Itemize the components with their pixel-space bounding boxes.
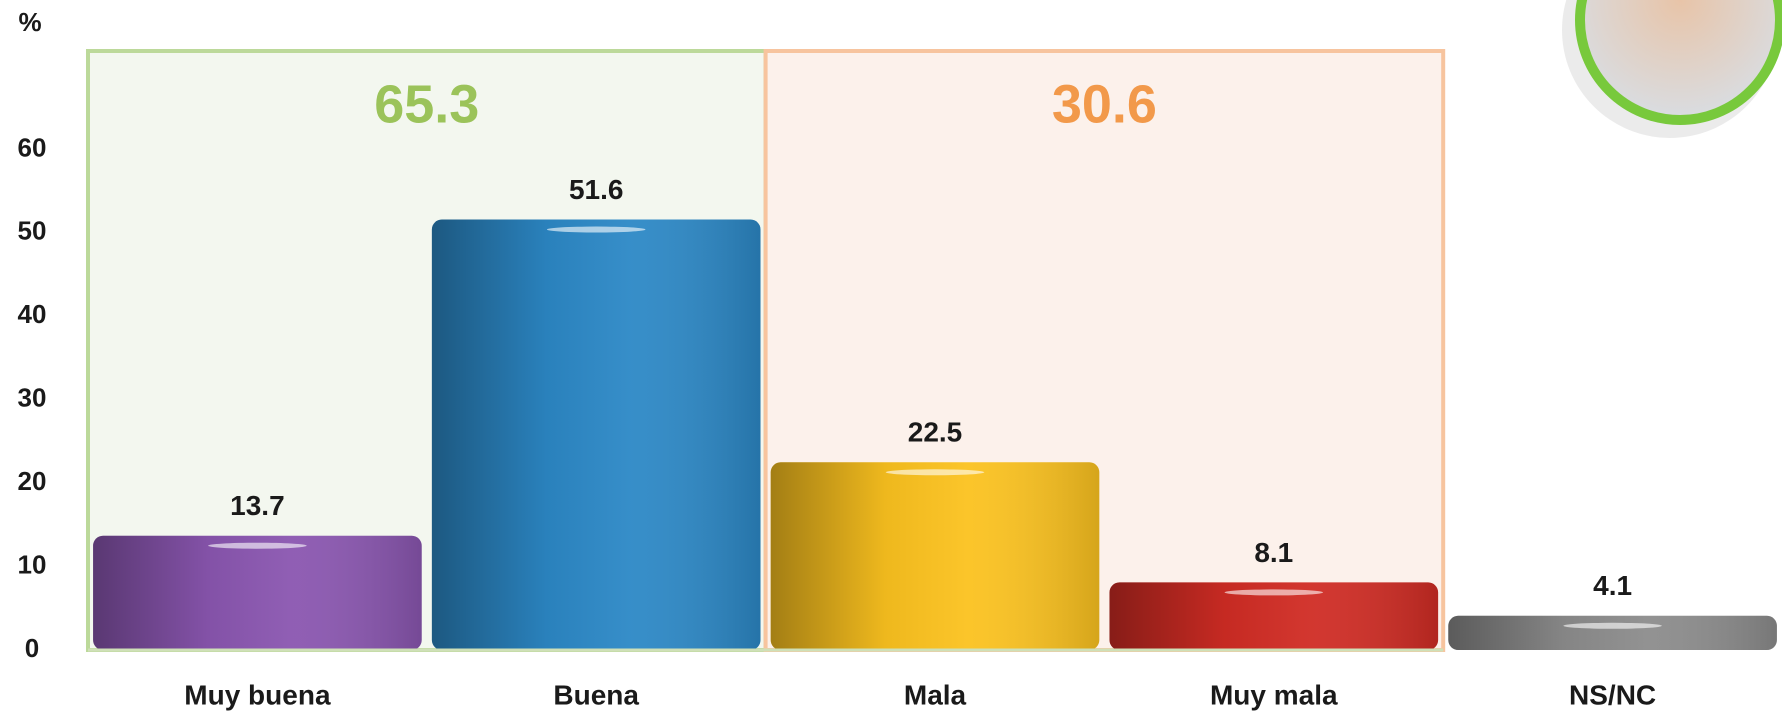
photo [1562,0,1780,138]
value-label: 13.7 [230,490,285,521]
bar-highlight [547,227,646,233]
y-tick-label: 60 [18,132,47,162]
bar-highlight [886,469,985,475]
bar-shade [1448,616,1777,650]
x-tick-label: Buena [553,679,639,710]
value-label: 22.5 [908,417,963,448]
bar-highlight [208,543,307,549]
bar-shade [93,536,422,650]
x-tick-label: Mala [904,679,967,710]
value-label: 51.6 [569,174,624,205]
y-axis-label: % [18,7,41,37]
bar-shade [771,462,1100,650]
value-label: 8.1 [1254,537,1293,568]
bar-shade [432,220,761,650]
group-total: 65.3 [374,74,479,134]
y-tick-label: 30 [18,383,47,413]
y-tick-label: 40 [18,299,47,329]
chart: % 65.3 30.6 0 10 20 30 40 50 60 Muy buena 13.7 Buen… [0,0,1782,717]
bar-highlight [1225,589,1324,595]
x-tick-label: Muy mala [1210,679,1338,710]
x-tick-label: Muy buena [184,679,331,710]
x-tick-label: NS/NC [1569,679,1656,710]
y-tick-label: 10 [18,549,47,579]
y-tick-label: 50 [18,216,47,246]
y-tick-label: 0 [25,633,39,663]
value-label: 4.1 [1593,570,1632,601]
group-total: 30.6 [1052,74,1157,134]
bar-highlight [1563,623,1662,629]
y-tick-label: 20 [18,466,47,496]
